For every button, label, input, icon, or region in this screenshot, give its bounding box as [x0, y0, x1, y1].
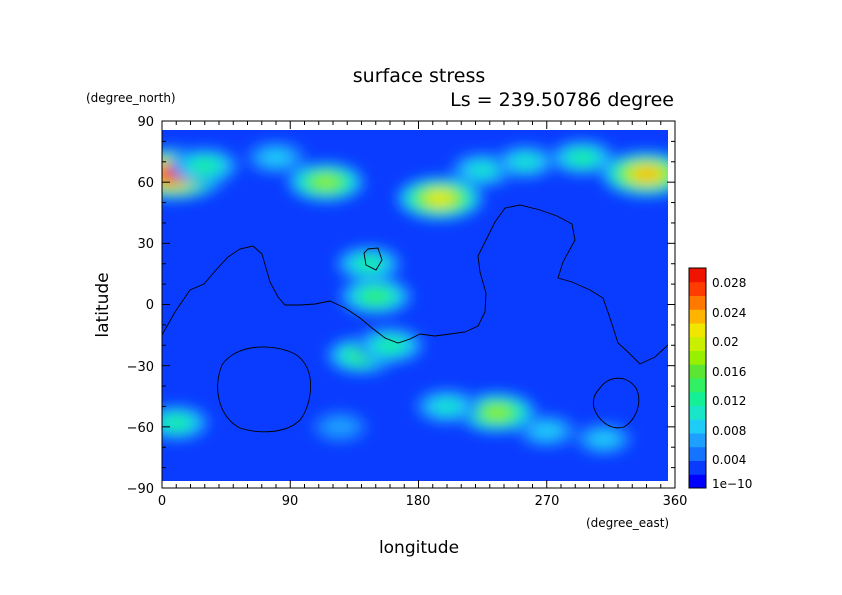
stress-hotspot [494, 145, 557, 179]
colorbar-segment [689, 295, 706, 310]
stress-hotspot [549, 140, 616, 176]
colorbar-segment [689, 391, 706, 406]
y-axis-label: latitude [93, 272, 113, 337]
colorbar-label: 0.012 [712, 394, 746, 408]
contour-line [162, 204, 668, 365]
stress-hotspot [335, 246, 402, 282]
x-tick-label: 360 [663, 494, 688, 509]
y-tick-label: 90 [137, 115, 154, 130]
contour-line [592, 377, 640, 429]
colorbar-segment [689, 336, 706, 351]
stress-hotspot [246, 141, 306, 174]
colorbar-segment [689, 323, 706, 338]
stress-hotspot [517, 414, 577, 447]
y-tick-label: 30 [137, 237, 154, 252]
colorbar-segment [689, 433, 706, 448]
colorbar-label: 0.004 [712, 453, 746, 467]
colorbar-segment [689, 446, 706, 461]
y-tick-label: −90 [127, 482, 154, 497]
x-unit-label: (degree_east) [586, 516, 669, 530]
colorbar-segment [689, 268, 706, 283]
stress-hotspot [415, 389, 479, 424]
stress-hotspot [456, 392, 538, 434]
x-tick-label: 0 [158, 494, 166, 509]
stress-hotspot [162, 405, 210, 441]
stress-hotspot [355, 327, 425, 364]
colorbar-labels: 1e−10 0.004 0.008 0.012 0.016 0.02 0.024… [712, 276, 752, 491]
colorbar-segment [689, 378, 706, 393]
colorbar-label: 0.016 [712, 365, 746, 379]
y-tick-labels: 90 60 30 0 −30 −60 −90 [127, 115, 154, 497]
colorbar-segment [689, 364, 706, 379]
x-tick-labels: 0 90 180 270 360 [158, 494, 688, 509]
colorbar-segment [689, 474, 706, 489]
y-tick-label: −30 [127, 360, 154, 375]
colorbar-segment [689, 309, 706, 324]
y-tick-label: 0 [146, 298, 154, 313]
colorbar-segment [689, 405, 706, 420]
axis-ticks [161, 120, 676, 489]
y-tick-label: −60 [127, 421, 154, 436]
colorbar-segment [689, 419, 706, 434]
colorbar-segment [689, 350, 706, 365]
x-tick-label: 270 [535, 494, 560, 509]
stress-hotspot [338, 277, 413, 316]
x-tick-label: 180 [406, 494, 431, 509]
colorbar-label: 1e−10 [712, 477, 752, 491]
contour-line [363, 247, 383, 271]
y-tick-label: 60 [137, 176, 154, 191]
colorbar-segment [689, 460, 706, 475]
colorbar-segment [689, 281, 706, 296]
x-axis-label: longitude [379, 538, 459, 558]
stress-hotspot [395, 176, 484, 221]
colorbar-label: 0.02 [712, 335, 739, 349]
stress-hotspot [575, 423, 633, 455]
colorbar-label: 0.024 [712, 306, 746, 320]
colorbar-label: 0.028 [712, 276, 746, 290]
stress-hotspot [600, 151, 668, 198]
chart-title: surface stress [353, 65, 486, 87]
stress-hotspot [286, 162, 366, 203]
y-unit-label: (degree_north) [86, 91, 176, 105]
stress-hotspot [312, 411, 368, 442]
colorbar [688, 267, 707, 489]
topography-contours [162, 204, 668, 433]
colorbar-frame [688, 267, 707, 489]
heatmap-field [162, 130, 668, 481]
chart-subtitle: Ls = 239.50786 degree [450, 89, 674, 111]
colorbar-label: 0.008 [712, 424, 746, 438]
x-tick-label: 90 [282, 494, 299, 509]
stress-hotspot [170, 147, 240, 184]
contour-line [217, 346, 312, 433]
